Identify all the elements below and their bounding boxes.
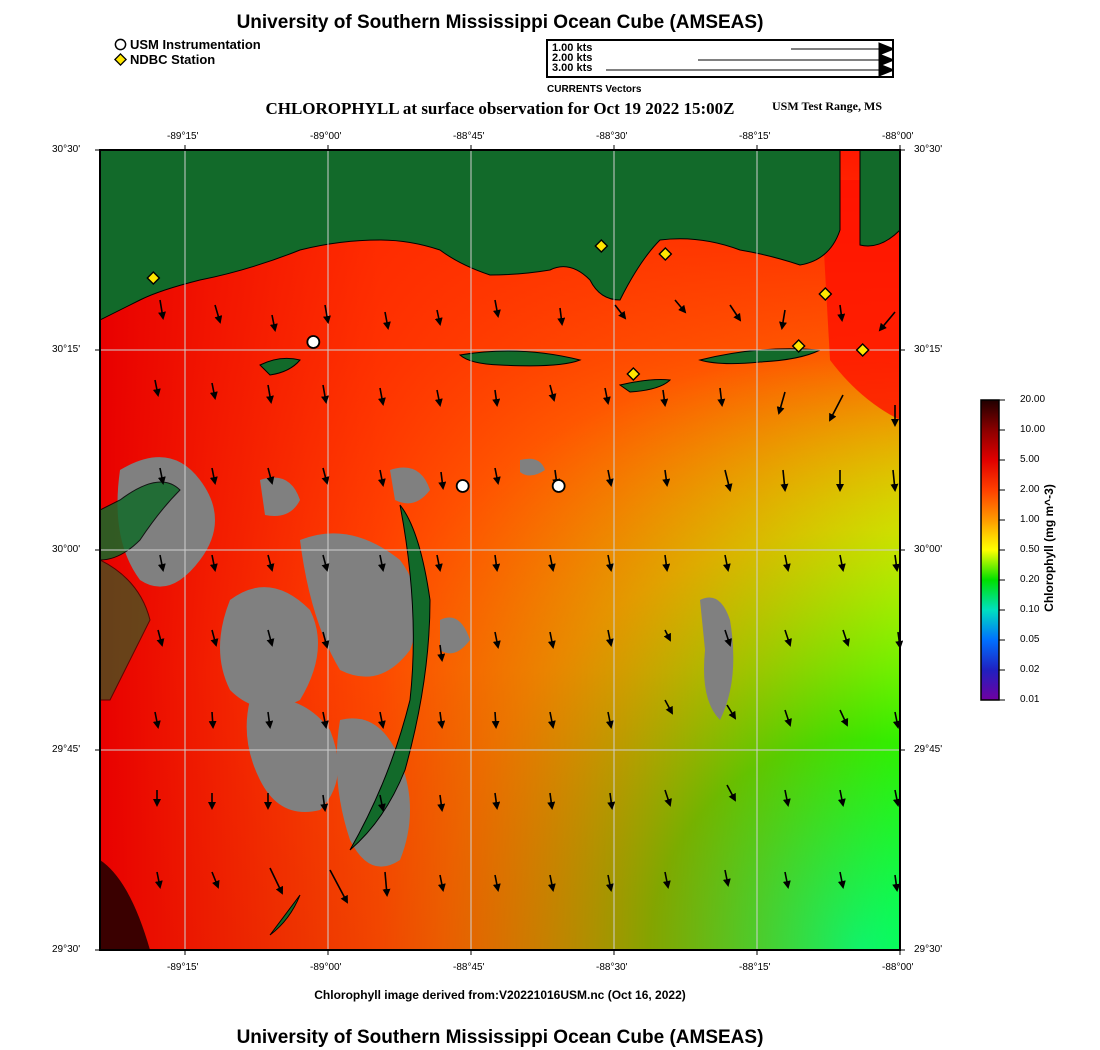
page-title-bottom: University of Southern Mississippi Ocean… (236, 1027, 764, 1048)
legend-usm-label: USM Instrumentation (130, 37, 261, 52)
lat-label-right-3: 30°00' (914, 544, 943, 555)
legend-ndbc: NDBC Station (114, 52, 215, 67)
lat-label-right-5: 29°30' (914, 944, 943, 955)
lon-label-bottom-5: -88°15' (739, 962, 771, 973)
legend-usm: USM Instrumentation (114, 37, 261, 52)
lon-label-top-2: -89°00' (310, 131, 342, 142)
lat-label-right-4: 29°45' (914, 744, 943, 755)
lon-label-bottom-2: -89°00' (310, 962, 342, 973)
colorbar-label-4: 2.00 (1020, 484, 1040, 495)
lon-label-top-1: -89°15' (167, 131, 199, 142)
lat-label-right-2: 30°15' (914, 344, 943, 355)
lat-label-left-2: 30°15' (52, 344, 81, 355)
colorbar-label-5: 1.00 (1020, 514, 1040, 525)
vector-key-caption: CURRENTS Vectors (547, 84, 642, 95)
colorbar-label-2: 10.00 (1020, 424, 1046, 435)
lon-label-bottom-3: -88°45' (453, 962, 485, 973)
colorbar-label-6: 0.50 (1020, 544, 1040, 555)
page-title-top: University of Southern Mississippi Ocean… (236, 12, 764, 33)
vector-key-box: 1.00 kts 2.00 kts 3.00 kts (546, 39, 894, 78)
lon-label-top-5: -88°15' (739, 131, 771, 142)
lon-label-top-4: -88°30' (596, 131, 628, 142)
lat-label-left-4: 29°45' (52, 744, 81, 755)
dark-coastal-patch (100, 860, 150, 950)
colorbar-title: Chlorophyll (mg m^-3) (1042, 484, 1056, 612)
ndbc-station-marker (626, 367, 641, 381)
lat-label-right-1: 30°30' (914, 144, 943, 155)
lon-label-bottom-6: -88°00' (882, 962, 914, 973)
lon-label-bottom-4: -88°30' (596, 962, 628, 973)
lon-label-top-3: -88°45' (453, 131, 485, 142)
colorbar-label-7: 0.20 (1020, 574, 1040, 585)
lat-label-left-5: 29°30' (52, 944, 81, 955)
lon-label-top-6: -88°00' (882, 131, 914, 142)
vector-key-arrows (606, 42, 894, 77)
ndbc-station-marker (594, 239, 609, 253)
stations-layer (146, 239, 870, 493)
legend-ndbc-label: NDBC Station (130, 52, 216, 67)
current-vectors (152, 299, 904, 904)
colorbar-label-10: 0.02 (1020, 664, 1040, 675)
vector-key-label-2: 2.00 kts (552, 52, 593, 64)
colorbar-label-8: 0.10 (1020, 604, 1040, 615)
usm-station-marker (306, 335, 321, 349)
colorbar (980, 399, 1000, 701)
map-ticks (95, 145, 905, 955)
usm-station-marker (551, 479, 566, 493)
lat-label-left-3: 30°00' (52, 544, 81, 555)
usm-station-marker (455, 479, 470, 493)
ndbc-station-marker (855, 343, 870, 357)
colorbar-label-3: 5.00 (1020, 454, 1040, 465)
ndbc-station-marker (146, 271, 161, 285)
ndbc-station-marker (791, 339, 806, 353)
colorbar-label-9: 0.05 (1020, 634, 1040, 645)
source-note: Chlorophyll image derived from:V20221016… (314, 988, 686, 1002)
map-subtitle: CHLOROPHYLL at surface observation for O… (265, 99, 735, 118)
ndbc-station-marker (818, 287, 833, 301)
vector-key-label-3: 3.00 kts (552, 62, 593, 74)
colorbar-label-1: 20.00 (1020, 394, 1046, 405)
usm-marker-icon (114, 38, 127, 51)
colorbar-ticks (999, 399, 1005, 701)
lon-label-bottom-1: -89°15' (167, 962, 199, 973)
land-polygons (100, 150, 900, 936)
ndbc-marker-icon (114, 53, 127, 66)
ndbc-station-marker (658, 247, 673, 261)
region-label: USM Test Range, MS (772, 99, 883, 113)
vector-key-label-1: 1.00 kts (552, 42, 593, 54)
graticule (100, 150, 900, 950)
colorbar-label-11: 0.01 (1020, 694, 1040, 705)
lat-label-left-1: 30°30' (52, 144, 81, 155)
